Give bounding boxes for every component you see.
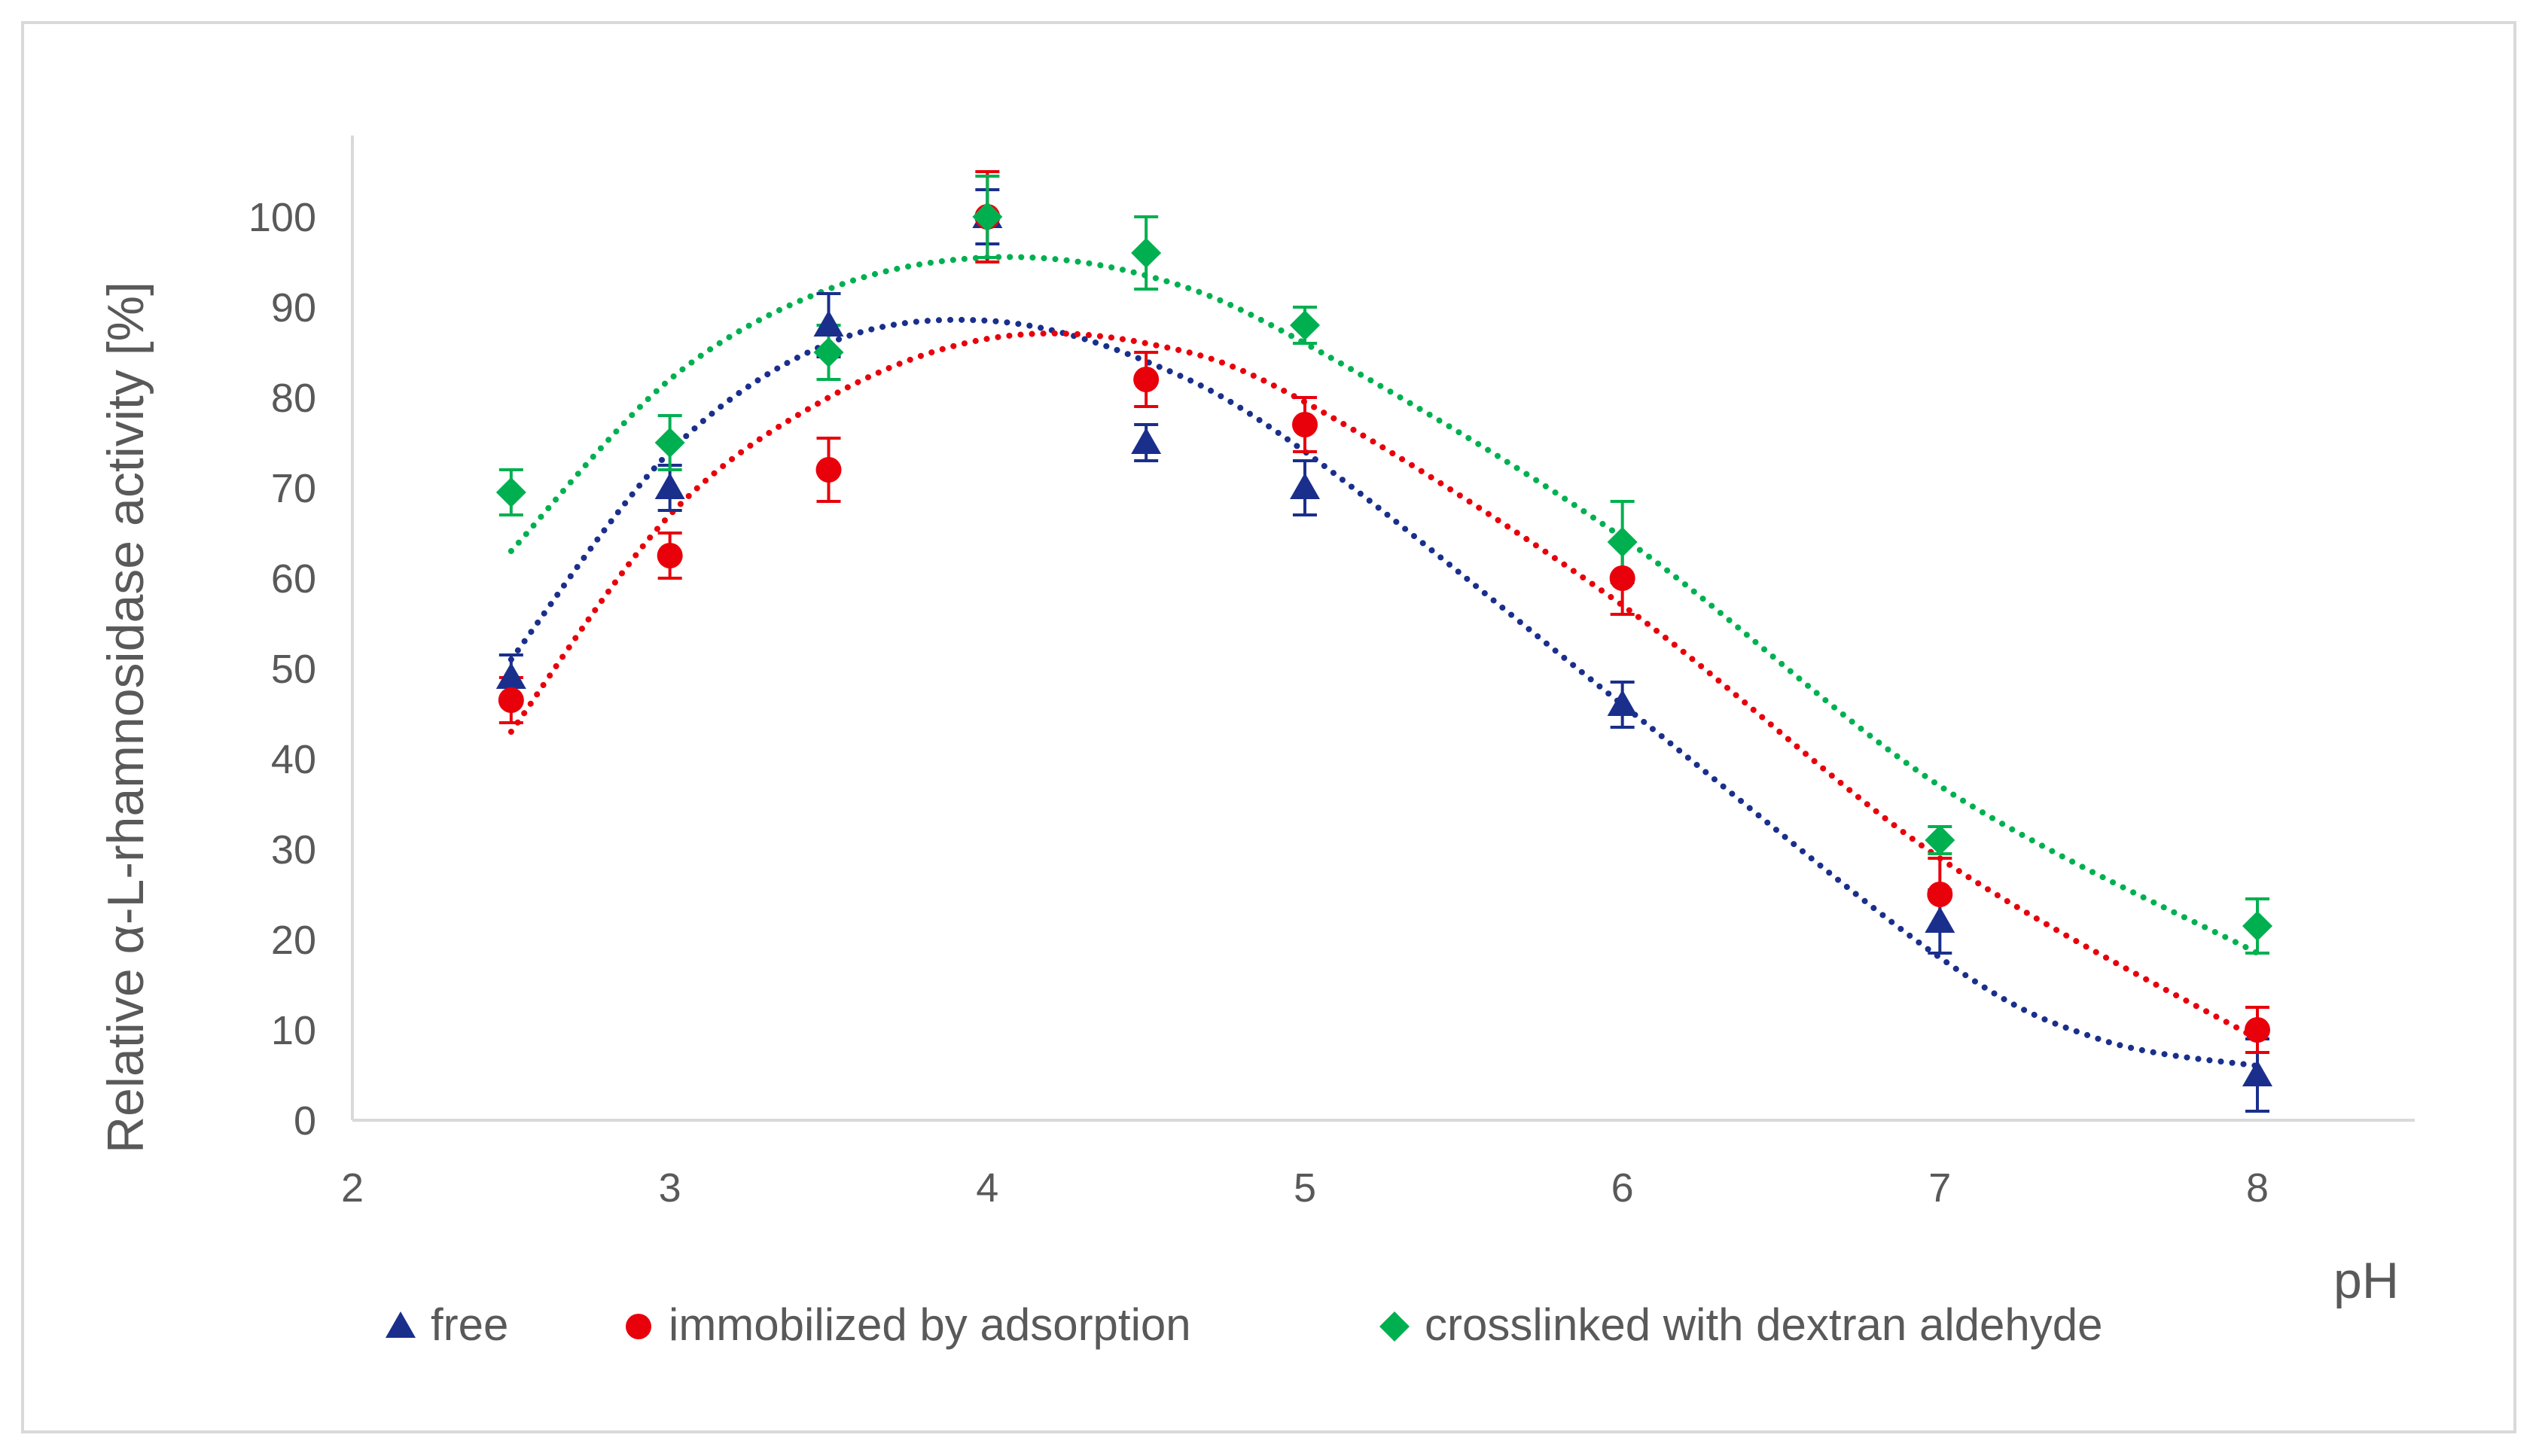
data-point-immobilized bbox=[657, 543, 683, 568]
y-tick-label: 40 bbox=[271, 737, 316, 782]
data-point-crosslinked bbox=[1607, 527, 1638, 557]
legend-label-free: free bbox=[431, 1299, 508, 1350]
y-tick-label: 100 bbox=[248, 195, 316, 240]
data-point-crosslinked bbox=[1925, 825, 1955, 855]
x-tick-label: 3 bbox=[659, 1165, 681, 1211]
y-tick-label: 50 bbox=[271, 647, 316, 692]
data-point-crosslinked bbox=[654, 428, 685, 458]
data-point-crosslinked bbox=[2242, 911, 2272, 941]
x-tick-label: 2 bbox=[341, 1165, 364, 1211]
chart-frame: 0 10 20 30 40 50 60 70 80 90 100 2 3 4 5 6 7 8 Relative α… bbox=[21, 21, 2516, 1433]
data-point-free bbox=[495, 663, 526, 689]
data-point-crosslinked bbox=[495, 477, 526, 507]
legend: free immobilized by adsorption crosslinked… bbox=[386, 1299, 2103, 1350]
axes: 0 10 20 30 40 50 60 70 80 90 100 2 3 4 5 6 7 8 bbox=[248, 136, 2415, 1211]
x-tick-label: 6 bbox=[1611, 1165, 1634, 1211]
x-tick-label: 8 bbox=[2246, 1165, 2269, 1211]
data-point-free bbox=[654, 473, 685, 499]
data-point-immobilized bbox=[1133, 367, 1160, 392]
legend-marker-crosslinked bbox=[1379, 1311, 1410, 1342]
data-point-free bbox=[1925, 906, 1955, 933]
y-tick-label: 10 bbox=[271, 1008, 316, 1053]
x-axis-title: pH bbox=[2333, 1252, 2399, 1309]
legend-marker-free bbox=[386, 1311, 416, 1338]
legend-item-immobilized: immobilized by adsorption bbox=[626, 1299, 1191, 1350]
error-bars bbox=[498, 170, 2269, 1113]
data-point-crosslinked bbox=[1290, 310, 1320, 340]
data-point-free bbox=[813, 310, 844, 337]
y-tick-label: 80 bbox=[271, 376, 316, 421]
data-markers bbox=[495, 202, 2272, 1086]
data-point-free bbox=[1290, 473, 1320, 499]
data-point-immobilized bbox=[1927, 882, 1953, 907]
data-point-immobilized bbox=[498, 687, 524, 713]
y-tick-label: 60 bbox=[271, 556, 316, 602]
legend-label-immobilized: immobilized by adsorption bbox=[669, 1299, 1191, 1350]
x-tick-label: 7 bbox=[1928, 1165, 1951, 1211]
y-tick-label: 70 bbox=[271, 466, 316, 511]
data-point-immobilized bbox=[2245, 1017, 2270, 1043]
data-point-immobilized bbox=[815, 457, 842, 483]
x-tick-label: 5 bbox=[1294, 1165, 1316, 1211]
x-tick-label: 4 bbox=[976, 1165, 998, 1211]
data-point-crosslinked bbox=[813, 337, 844, 367]
trendlines bbox=[507, 254, 2260, 1069]
data-point-immobilized bbox=[1292, 412, 1318, 437]
chart-svg: 0 10 20 30 40 50 60 70 80 90 100 2 3 4 5 6 7 8 Relative α… bbox=[97, 136, 2415, 1350]
data-point-immobilized bbox=[1609, 565, 1635, 591]
legend-item-free: free bbox=[386, 1299, 508, 1350]
y-tick-label: 30 bbox=[271, 827, 316, 873]
y-axis-title: Relative α-L-rhamnosidase activity [%] bbox=[97, 282, 154, 1153]
data-point-free bbox=[2242, 1060, 2272, 1086]
data-point-crosslinked bbox=[1131, 238, 1162, 268]
y-tick-label: 0 bbox=[294, 1098, 316, 1144]
data-point-free bbox=[1131, 428, 1162, 454]
legend-label-crosslinked: crosslinked with dextran aldehyde bbox=[1425, 1299, 2103, 1350]
legend-item-crosslinked: crosslinked with dextran aldehyde bbox=[1379, 1299, 2103, 1350]
trendline-crosslinked bbox=[507, 254, 2260, 956]
trendline-free bbox=[507, 316, 2260, 1069]
trendline-immobilized bbox=[507, 330, 2260, 1042]
legend-marker-immobilized bbox=[626, 1314, 651, 1339]
data-point-crosslinked bbox=[972, 202, 1003, 232]
y-tick-label: 90 bbox=[271, 285, 316, 330]
y-tick-label: 20 bbox=[271, 918, 316, 963]
data-point-free bbox=[1607, 690, 1638, 716]
